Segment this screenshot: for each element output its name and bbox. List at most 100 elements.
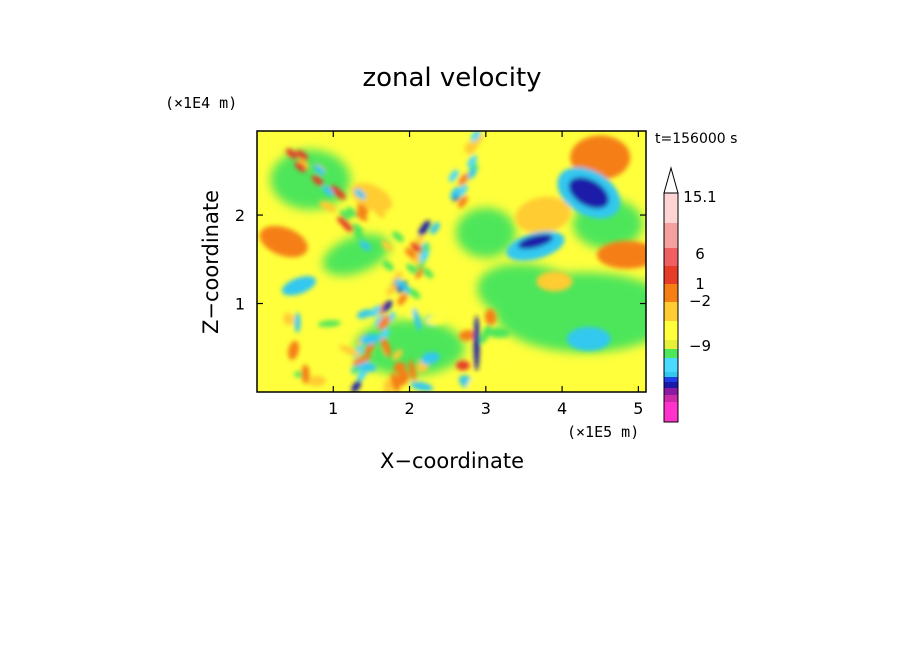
x-tick-label: 4: [557, 399, 567, 418]
colorbar-segment: [664, 382, 678, 388]
contour-patch: [294, 161, 307, 173]
contour-patch: [450, 186, 461, 199]
contour-patch: [383, 378, 394, 392]
contour-patch: [281, 276, 317, 296]
contour-patch: [467, 155, 478, 168]
colorbar-label: −9: [689, 337, 711, 355]
contour-patch: [313, 164, 326, 176]
y-scale-label: (×1E4 m): [165, 94, 237, 112]
x-tick-label: 1: [328, 399, 338, 418]
colorbar-segment: [664, 377, 678, 382]
contour-patch: [351, 223, 364, 234]
colorbar-frame: [663, 192, 679, 423]
contour-patch: [406, 263, 418, 275]
contour-patch: [356, 309, 373, 319]
contour-patch: [374, 315, 385, 328]
contour-patch: [381, 240, 394, 252]
contour-patch: [425, 314, 447, 326]
contour-patch: [410, 381, 434, 392]
contour-patch: [322, 185, 334, 197]
contour-patch: [377, 315, 391, 331]
x-tick-label: 3: [481, 399, 491, 418]
contour-patch: [467, 142, 478, 155]
time-label: t=156000 s: [655, 131, 737, 147]
x-tick-label: 5: [633, 399, 643, 418]
contour-patch: [458, 173, 469, 186]
colorbar-label: 1: [695, 275, 705, 293]
contour-patch: [303, 348, 311, 365]
contour-patch: [448, 169, 459, 182]
y-axis: 12: [235, 206, 646, 314]
contour-patch: [392, 231, 404, 242]
contour-patch: [455, 207, 516, 258]
contour-patch: [296, 150, 309, 161]
colorbar-segment: [664, 358, 678, 372]
colorbar-label: 6: [695, 245, 705, 263]
contour-patch: [395, 370, 410, 387]
contour-patch: [458, 330, 476, 341]
contour-patch: [420, 351, 440, 365]
contour-patch: [380, 337, 392, 357]
contour-patch: [356, 204, 369, 215]
contour-patch: [467, 167, 477, 180]
contour-patch: [392, 349, 403, 361]
contour-patch: [373, 207, 386, 218]
contour-patch: [319, 200, 332, 212]
contour-patch: [457, 184, 468, 197]
colorbar-segment: [664, 266, 678, 284]
plot-frame: [256, 130, 647, 393]
contour-patch: [487, 327, 511, 339]
x-axis: 1 2 3 4 5: [328, 131, 643, 418]
contour-patch: [355, 210, 368, 222]
contour-patch: [393, 361, 406, 373]
contour-patch: [457, 195, 468, 208]
contour-patch: [404, 247, 417, 259]
contour-patch: [370, 305, 381, 318]
contour-patch: [464, 140, 475, 153]
contour-patch: [484, 309, 497, 326]
contour-patch: [297, 158, 310, 170]
contour-patch: [470, 131, 481, 142]
contour-patch: [307, 375, 327, 387]
contour-patch: [359, 240, 372, 251]
contour-patch: [566, 326, 611, 351]
y-axis-label: Z−coordinate: [199, 190, 223, 334]
contour-patch: [354, 188, 366, 200]
contour-patch: [320, 368, 342, 376]
colorbar-segment: [664, 284, 678, 302]
colorbar-label: 15.1: [683, 188, 716, 206]
contour-patch: [387, 332, 407, 344]
contour-patch: [455, 360, 470, 371]
contour-patch: [420, 220, 431, 233]
contour-patch: [334, 189, 346, 200]
contour-patch: [536, 271, 573, 292]
contour-patch: [419, 250, 430, 263]
contour-patch: [357, 369, 367, 382]
contour-patch: [515, 196, 571, 234]
contour-patch: [382, 260, 394, 271]
colorbar-segment: [664, 402, 678, 422]
contour-patch: [379, 327, 390, 341]
contour-patch: [359, 333, 381, 345]
colorbar: 15.1 6 1−2 −9: [663, 166, 717, 423]
contour-patch: [386, 283, 397, 296]
colorbar-segment: [664, 302, 678, 321]
colorbar-segment: [664, 248, 678, 266]
colorbar-segment: [664, 388, 678, 395]
contour-patch: [421, 267, 434, 279]
contour-patch: [285, 148, 298, 159]
colorbar-label: −2: [689, 292, 711, 310]
colorbar-extend-arrow: [663, 166, 679, 194]
contour-patch: [408, 288, 421, 299]
contour-patch: [270, 149, 351, 210]
colorbar-segment: [664, 372, 678, 377]
contour-patch: [311, 175, 324, 186]
colorbar-segment: [664, 395, 678, 402]
colorbar-segment: [664, 321, 678, 340]
contour-patch: [489, 360, 508, 377]
contour-patch: [517, 234, 553, 250]
contour-patch: [480, 324, 492, 344]
contour-patch: [351, 380, 362, 392]
contour-patch: [259, 225, 308, 258]
